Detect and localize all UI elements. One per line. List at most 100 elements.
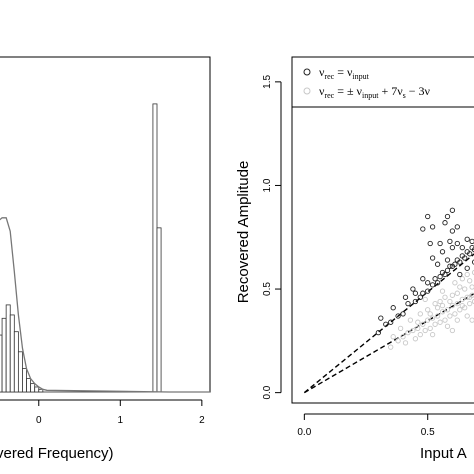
reference-line-dashed	[303, 253, 474, 394]
histogram-bar	[26, 378, 32, 393]
scatter-point-light	[467, 294, 473, 300]
scatter-point-light	[459, 296, 465, 303]
scatter-point-dark	[410, 286, 416, 292]
scatter-point-light	[462, 286, 468, 292]
scatter-point-light	[417, 311, 423, 317]
right-y-tick-label: 1.0	[262, 178, 273, 192]
scatter-point-light	[427, 325, 433, 332]
scatter-point-light	[434, 313, 441, 319]
scatter-point-dark	[412, 298, 419, 305]
scatter-point-dark	[449, 207, 456, 213]
scatter-point-dark	[454, 224, 460, 230]
scatter-point-dark	[390, 305, 396, 311]
left-x-axis-label: vered Frequency)	[0, 445, 114, 462]
scatter-point-light	[464, 294, 470, 300]
scatter-point-dark	[429, 224, 436, 230]
histogram-bar	[38, 388, 44, 393]
scatter-point-light	[457, 307, 463, 313]
scatter-point-dark	[442, 220, 448, 226]
scatter-point-light	[425, 317, 431, 323]
scatter-point-dark	[427, 240, 433, 247]
scatter-point-dark	[434, 261, 441, 267]
scatter-point-light	[467, 300, 473, 307]
histogram-bar	[22, 368, 27, 393]
scatter-point-dark	[467, 251, 473, 257]
scatter-point-dark	[405, 300, 411, 307]
legend-marker-1	[303, 68, 311, 76]
scatter-point-light	[420, 321, 426, 327]
scatter-point-dark	[444, 267, 451, 274]
scatter-point-light	[444, 323, 451, 329]
right-x-tick-label: 0.0	[297, 427, 311, 438]
scatter-point-light	[429, 331, 436, 338]
left-histogram-bars	[0, 103, 162, 393]
scatter-point-dark	[464, 236, 470, 242]
left-x-tick-label: 2	[199, 415, 205, 426]
scatter-point-dark	[420, 276, 426, 282]
scatter-point-light	[422, 327, 428, 334]
left-panel: 0 1 2 vered Frequency)	[0, 56, 211, 462]
histogram-bar	[13, 331, 19, 393]
scatter-point-light	[439, 309, 446, 315]
scatter-point-light	[449, 292, 456, 298]
scatter-point-dark	[417, 294, 423, 300]
scatter-point-dark	[457, 271, 463, 278]
scatter-point-light	[442, 294, 448, 300]
scatter-point-light	[395, 338, 401, 344]
scatter-point-light	[407, 317, 414, 323]
scatter-point-light	[437, 298, 443, 305]
scatter-point-dark	[425, 288, 431, 294]
scatter-point-light	[422, 296, 428, 303]
scatter-point-light	[467, 278, 473, 284]
scatter-point-light	[459, 276, 465, 282]
legend: νrec = νinput νrec = ± νinput + 7νs − 3ν	[291, 56, 474, 108]
right-y-axis-label: Recovered Amplitude	[235, 161, 252, 304]
scatter-points	[375, 207, 474, 350]
left-x-tick-label: 1	[118, 415, 124, 426]
histogram-bar	[152, 103, 158, 393]
legend-marker-2	[303, 87, 311, 95]
scatter-point-light	[415, 325, 421, 332]
left-x-axis: 0 1 2	[0, 399, 205, 426]
scatter-point-dark	[462, 255, 468, 261]
scatter-point-light	[427, 311, 433, 317]
legend-entry-1: νrec = νinput	[319, 65, 370, 81]
scatter-point-light	[452, 280, 458, 286]
scatter-point-light	[425, 307, 431, 313]
histogram-bar	[1, 317, 7, 393]
scatter-point-light	[390, 334, 396, 340]
scatter-point-dark	[464, 265, 470, 271]
scatter-point-dark	[420, 290, 426, 296]
right-y-tick-label: 0.5	[262, 282, 273, 296]
left-plot-frame	[0, 56, 211, 393]
legend-entry-2: νrec = ± νinput + 7νs − 3ν	[319, 84, 431, 100]
histogram-bar	[5, 304, 11, 393]
scatter-point-dark	[444, 257, 451, 263]
scatter-point-light	[412, 336, 419, 342]
scatter-point-dark	[452, 261, 458, 267]
scatter-point-dark	[429, 282, 436, 288]
reference-lines	[303, 253, 474, 394]
scatter-point-light	[429, 315, 436, 321]
scatter-point-light	[464, 271, 470, 278]
right-x-axis-label: Input A	[420, 445, 467, 462]
scatter-point-light	[454, 290, 460, 296]
scatter-point-light	[449, 302, 456, 309]
scatter-point-dark	[447, 263, 453, 269]
scatter-point-light	[447, 298, 453, 305]
left-x-tick-label: 0	[36, 415, 42, 426]
scatter-point-dark	[395, 313, 401, 319]
scatter-point-dark	[388, 319, 394, 325]
scatter-point-dark	[471, 259, 474, 265]
right-x-axis: 0.0 0.5	[297, 413, 474, 438]
scatter-point-dark	[437, 273, 443, 280]
scatter-point-dark	[434, 280, 441, 286]
scatter-point-light	[437, 319, 443, 325]
scatter-point-light	[397, 325, 404, 332]
scatter-point-light	[444, 307, 451, 313]
scatter-point-light	[449, 327, 456, 334]
left-density-curve	[0, 217, 210, 393]
scatter-point-light	[417, 331, 423, 338]
histogram-bar	[9, 314, 15, 393]
